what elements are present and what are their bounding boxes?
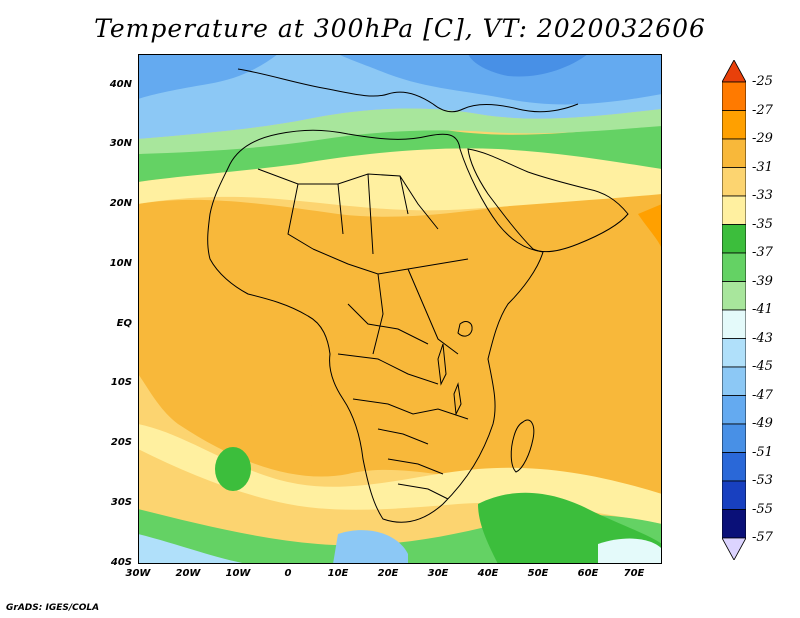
field-paleblue-south [138,534,248,564]
colorbar-swatch [722,423,746,453]
colorbar-swatch [722,110,746,140]
lat-label: 20S [110,437,132,448]
colorbar-swatch [722,395,746,425]
colorbar-tick-label: -31 [752,159,773,175]
lat-label: 40S [110,557,132,568]
colorbar-tick-label: -33 [752,188,773,203]
colorbar-swatch [722,224,746,254]
colorbar-tick-label: -37 [752,245,773,260]
lon-label: 30E [427,568,449,579]
field-orange-band [138,192,662,524]
lat-label: EQ [116,318,132,329]
field-light-green-north [138,108,662,154]
colorbar-swatch [722,452,746,482]
field-cyan-southeast [598,538,662,564]
colorbar-tick-label: -47 [752,387,773,403]
colorbar-swatch [722,195,746,225]
map-frame [138,54,662,564]
colorbar-tick-label: -41 [752,302,773,317]
lon-label: 0 [284,568,292,579]
map-title: Temperature at 300hPa [C], VT: 202003260… [94,14,706,43]
field-orange-east [638,204,662,249]
lake-victoria [457,321,473,337]
colorbar-tick-label: -53 [752,473,773,488]
coastlines [207,68,629,523]
colorbar-tick-label: -51 [752,444,773,460]
field-blue-south [333,530,408,564]
colorbar [722,60,746,560]
colorbar-swatch [722,281,746,311]
colorbar-swatch [722,366,746,396]
colorbar-tick-label: -35 [752,216,773,232]
lake-malawi [453,382,462,416]
colorbar-swatch [722,338,746,368]
africa-coast [207,129,544,523]
europe-coast [237,68,579,113]
lon-label: 60E [577,568,599,579]
madagascar-coast [510,419,535,473]
field-green-patch [215,447,251,491]
colorbar-tick-label: -49 [752,416,773,431]
field-orange-west [138,273,348,414]
colorbar-swatch [722,252,746,282]
field-lightblue-west [138,54,278,99]
lat-label: 20N [109,198,132,209]
arabia-coast [467,148,629,253]
colorbar-swatch [722,480,746,510]
colorbar-bottom-arrow [722,537,746,560]
lat-label: 10N [109,258,132,269]
lat-label: 30S [110,497,132,508]
temperature-map [138,54,662,564]
colorbar-swatch [722,309,746,339]
field-darkblue-north [468,54,588,77]
lon-label: 40E [477,568,499,579]
borders-north [257,168,439,255]
colorbar-tick-label: -57 [752,530,773,545]
lon-label: 20W [175,568,201,579]
colorbar-tick-label: -39 [752,273,773,289]
lon-label: 20E [377,568,399,579]
credit-text: GrADS: IGES/COLA [6,603,100,613]
colorbar-swatch [722,167,746,197]
colorbar-swatch [722,138,746,168]
colorbar-tick-label: -55 [752,501,773,517]
lat-label: 40N [109,79,132,90]
lon-label: 30W [125,568,151,579]
colorbar-tick-label: -25 [752,74,773,89]
lon-label: 10E [327,568,349,579]
lon-label: 70E [623,568,645,579]
colorbar-tick-label: -45 [752,359,773,374]
lon-label: 50E [527,568,549,579]
borders-south [352,398,469,500]
colorbar-tick-label: -27 [752,102,773,118]
lon-label: 10W [225,568,251,579]
colorbar-swatch [722,509,746,539]
lake-tanganyika [437,343,447,386]
colorbar-tick-label: -29 [752,131,773,146]
colorbar-tick-label: -43 [752,330,773,346]
field-midblue-north [338,54,662,105]
lat-label: 30N [109,138,132,149]
colorbar-top-arrow [722,60,746,83]
colorbar-swatch [722,81,746,111]
lat-label: 10S [110,377,132,388]
borders-central [312,248,469,385]
